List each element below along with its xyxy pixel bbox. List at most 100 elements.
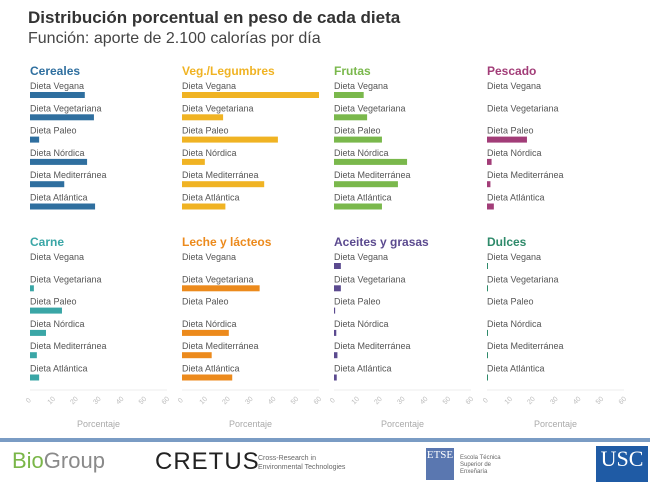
bar-aceites-y-grasas-2	[334, 307, 336, 314]
bar-frutas-0	[334, 92, 364, 98]
category-label: Dieta Vegana	[334, 81, 388, 91]
bar-leche-y-l-cteos-5	[182, 374, 233, 381]
category-label: Dieta Nórdica	[487, 148, 542, 158]
category-label: Dieta Vegetariana	[487, 274, 559, 284]
cretus-subtitle: Cross-Research in Environmental Technolo…	[258, 455, 346, 471]
bar-aceites-y-grasas-0	[334, 263, 341, 269]
panel-title: Cereales	[30, 64, 80, 78]
x-tick-label: 30	[92, 396, 103, 407]
category-label: Dieta Atlántica	[487, 364, 545, 374]
x-tick-label: 10	[351, 396, 362, 407]
category-label: Dieta Paleo	[30, 297, 77, 307]
x-tick-label: 50	[290, 396, 301, 407]
category-label: Dieta Mediterránea	[487, 170, 564, 180]
category-label: Dieta Atlántica	[487, 193, 545, 203]
x-tick-label: 0	[482, 397, 490, 405]
panel-title: Frutas	[334, 64, 371, 78]
bar-leche-y-l-cteos-4	[182, 352, 212, 359]
x-tick-label: 40	[572, 396, 583, 407]
bar-frutas-1	[334, 114, 368, 121]
x-tick-label: 60	[465, 396, 476, 407]
x-tick-label: 10	[199, 396, 210, 407]
category-label: Dieta Mediterránea	[487, 341, 564, 351]
x-tick-label: 60	[161, 396, 172, 407]
bar-frutas-4	[334, 181, 398, 188]
panel-title: Aceites y grasas	[334, 235, 429, 249]
bar-pescado-2	[487, 136, 527, 143]
category-label: Dieta Atlántica	[30, 364, 88, 374]
category-label: Dieta Paleo	[487, 297, 534, 307]
bar-veg-legumbres-4	[182, 181, 265, 188]
category-label: Dieta Vegana	[487, 252, 541, 262]
category-label: Dieta Vegetariana	[334, 274, 406, 284]
category-label: Dieta Vegetariana	[30, 103, 102, 113]
x-tick-label: 40	[419, 396, 430, 407]
category-label: Dieta Vegana	[182, 81, 236, 91]
biogroup-logo: BioGroup	[12, 448, 105, 473]
category-label: Dieta Mediterránea	[334, 170, 411, 180]
bar-leche-y-l-cteos-3	[182, 329, 229, 336]
chart-subtitle: Función: aporte de 2.100 calorías por dí…	[28, 30, 321, 47]
bar-dulces-4	[487, 352, 488, 359]
cretus-logo: CRETUS	[155, 448, 260, 475]
bar-aceites-y-grasas-3	[334, 329, 337, 336]
category-label: Dieta Nórdica	[30, 148, 85, 158]
bar-frutas-5	[334, 203, 382, 210]
category-label: Dieta Vegana	[182, 252, 236, 262]
category-label: Dieta Atlántica	[334, 193, 392, 203]
category-label: Dieta Nórdica	[334, 319, 389, 329]
bar-veg-legumbres-2	[182, 136, 278, 143]
category-label: Dieta Paleo	[487, 126, 534, 136]
x-tick-label: 40	[115, 396, 126, 407]
bar-carne-2	[30, 307, 62, 314]
category-label: Dieta Atlántica	[334, 364, 392, 374]
category-label: Dieta Paleo	[30, 126, 77, 136]
category-label: Dieta Vegetariana	[487, 103, 559, 113]
category-label: Dieta Vegana	[487, 81, 541, 91]
bar-cereales-4	[30, 181, 65, 188]
category-label: Dieta Vegana	[334, 252, 388, 262]
bar-dulces-0	[487, 263, 488, 269]
category-label: Dieta Paleo	[182, 297, 229, 307]
category-label: Dieta Vegetariana	[30, 274, 102, 284]
category-label: Dieta Vegetariana	[182, 103, 254, 113]
panel-title: Pescado	[487, 64, 536, 78]
category-label: Dieta Nórdica	[334, 148, 389, 158]
bar-leche-y-l-cteos-1	[182, 285, 260, 292]
x-tick-label: 20	[526, 396, 537, 407]
x-axis-label: Porcentaje	[534, 419, 577, 429]
category-label: Dieta Nórdica	[182, 319, 237, 329]
x-axis-label: Porcentaje	[381, 419, 424, 429]
category-label: Dieta Nórdica	[487, 319, 542, 329]
x-tick-label: 40	[267, 396, 278, 407]
bar-aceites-y-grasas-1	[334, 285, 341, 292]
x-tick-label: 10	[47, 396, 58, 407]
x-tick-label: 50	[138, 396, 149, 407]
bar-veg-legumbres-0	[182, 92, 319, 98]
panel-title: Dulces	[487, 235, 527, 249]
x-tick-label: 60	[618, 396, 629, 407]
x-tick-label: 20	[373, 396, 384, 407]
x-tick-label: 0	[329, 397, 337, 405]
bar-frutas-3	[334, 158, 408, 165]
category-label: Dieta Mediterránea	[30, 170, 107, 180]
small-multiples-chart: Cereales Dieta Vegana Dieta Vegetariana Die…	[25, 64, 629, 429]
bar-veg-legumbres-5	[182, 203, 226, 210]
bar-pescado-3	[487, 158, 492, 165]
x-tick-label: 0	[25, 397, 33, 405]
etse-subtitle: Escola Técnica Superior de Enxeñaría	[460, 455, 501, 475]
bar-carne-5	[30, 374, 40, 381]
chart-title: Distribución porcentual en peso de cada …	[28, 8, 401, 27]
category-label: Dieta Atlántica	[182, 364, 240, 374]
category-label: Dieta Vegana	[30, 81, 84, 91]
category-label: Dieta Mediterránea	[30, 341, 107, 351]
x-tick-label: 30	[396, 396, 407, 407]
bar-veg-legumbres-1	[182, 114, 224, 121]
bar-aceites-y-grasas-4	[334, 352, 338, 359]
bar-cereales-2	[30, 136, 40, 143]
bar-cereales-1	[30, 114, 94, 121]
bar-carne-3	[30, 329, 46, 336]
bar-dulces-1	[487, 285, 488, 292]
bar-aceites-y-grasas-5	[334, 374, 337, 381]
